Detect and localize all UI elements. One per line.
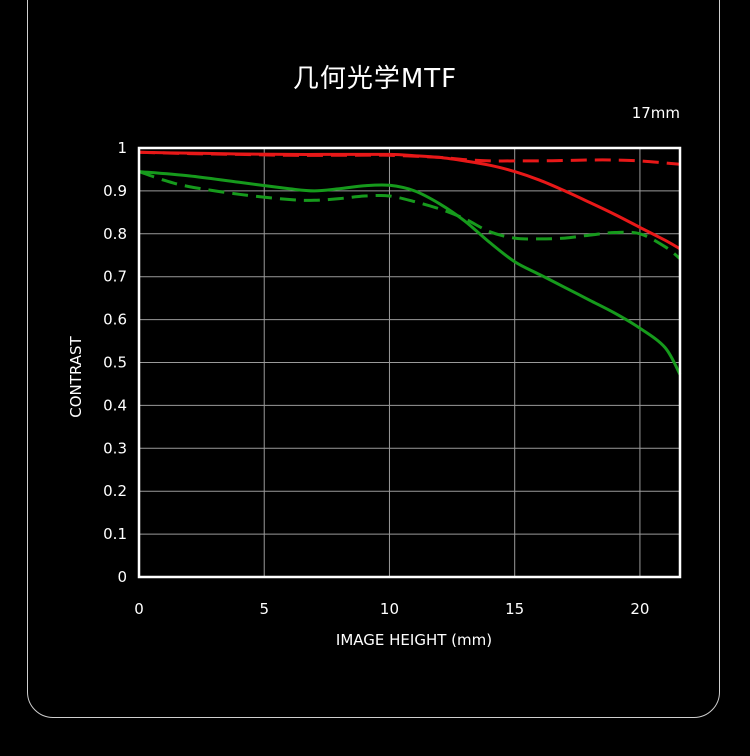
plot-frame <box>137 146 682 579</box>
focal-length-label: 17mm <box>631 104 680 122</box>
y-tick-label: 0.5 <box>103 354 127 372</box>
grid-lines <box>138 147 680 578</box>
y-axis-label: CONTRAST <box>67 335 85 417</box>
y-tick-label: 0.1 <box>103 525 127 543</box>
y-tick-labels: 0 0.1 0.2 0.3 0.4 0.5 0.6 0.7 0.8 0.9 1 <box>103 139 127 586</box>
series-line-red-dashed <box>138 150 681 166</box>
chart-title: 几何光学MTF <box>292 64 458 94</box>
y-tick-label: 0.8 <box>103 225 127 243</box>
x-tick-label: 15 <box>505 600 524 618</box>
y-tick-label: 0.3 <box>103 439 127 457</box>
y-tick-label: 0.2 <box>103 482 127 500</box>
x-tick-label: 10 <box>380 600 399 618</box>
series-lines <box>138 150 682 376</box>
x-tick-label: 5 <box>259 600 269 618</box>
x-tick-labels: 0 5 10 15 20 <box>134 600 649 618</box>
y-tick-label: 1 <box>117 139 127 157</box>
chart-card <box>27 0 720 718</box>
y-tick-label: 0.7 <box>103 268 127 286</box>
x-tick-label: 0 <box>134 600 144 618</box>
y-tick-label: 0.9 <box>103 182 127 200</box>
y-tick-label: 0.4 <box>103 396 127 414</box>
y-tick-label: 0 <box>117 568 127 586</box>
x-tick-label: 20 <box>630 600 649 618</box>
series-line-green-dashed <box>138 170 681 260</box>
x-axis-label: IMAGE HEIGHT (mm) <box>336 631 492 649</box>
series-line-green-solid <box>138 170 682 376</box>
y-tick-label: 0.6 <box>103 311 127 329</box>
